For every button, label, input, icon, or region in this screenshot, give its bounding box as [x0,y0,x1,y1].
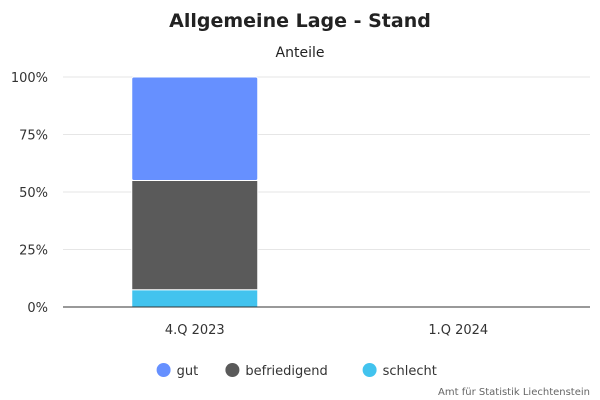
bars [131,76,259,308]
legend: gut befriedigend schlecht [156,363,437,379]
credit-text: Amt für Statistik Liechtenstein [438,387,590,398]
bar-segment-schlecht [131,289,259,308]
legend-marker-schlecht [362,363,377,377]
x-tick-label: 1.Q 2024 [428,323,488,338]
y-tick-label: 75% [19,129,48,144]
legend-label-gut: gut [177,364,199,379]
legend-marker-befriedigend [225,363,240,377]
legend-label-schlecht: schlecht [383,364,437,379]
y-tick-label: 50% [19,186,48,201]
y-tick-label: 25% [19,244,48,259]
x-tick-label: 4.Q 2023 [165,323,225,338]
x-axis-ticks: 4.Q 2023 1.Q 2024 [165,323,488,338]
y-axis-ticks: 0% 25% 50% 75% 100% [11,71,48,316]
chart-title: Allgemeine Lage - Stand [169,10,431,32]
legend-marker-gut [156,363,171,377]
bar-segment-gut [131,76,259,181]
y-tick-label: 0% [27,301,48,316]
bar-segment-befriedigend [131,180,259,291]
legend-label-befriedigend: befriedigend [245,364,327,379]
y-tick-label: 100% [11,71,48,86]
chart-subtitle: Anteile [276,45,325,61]
